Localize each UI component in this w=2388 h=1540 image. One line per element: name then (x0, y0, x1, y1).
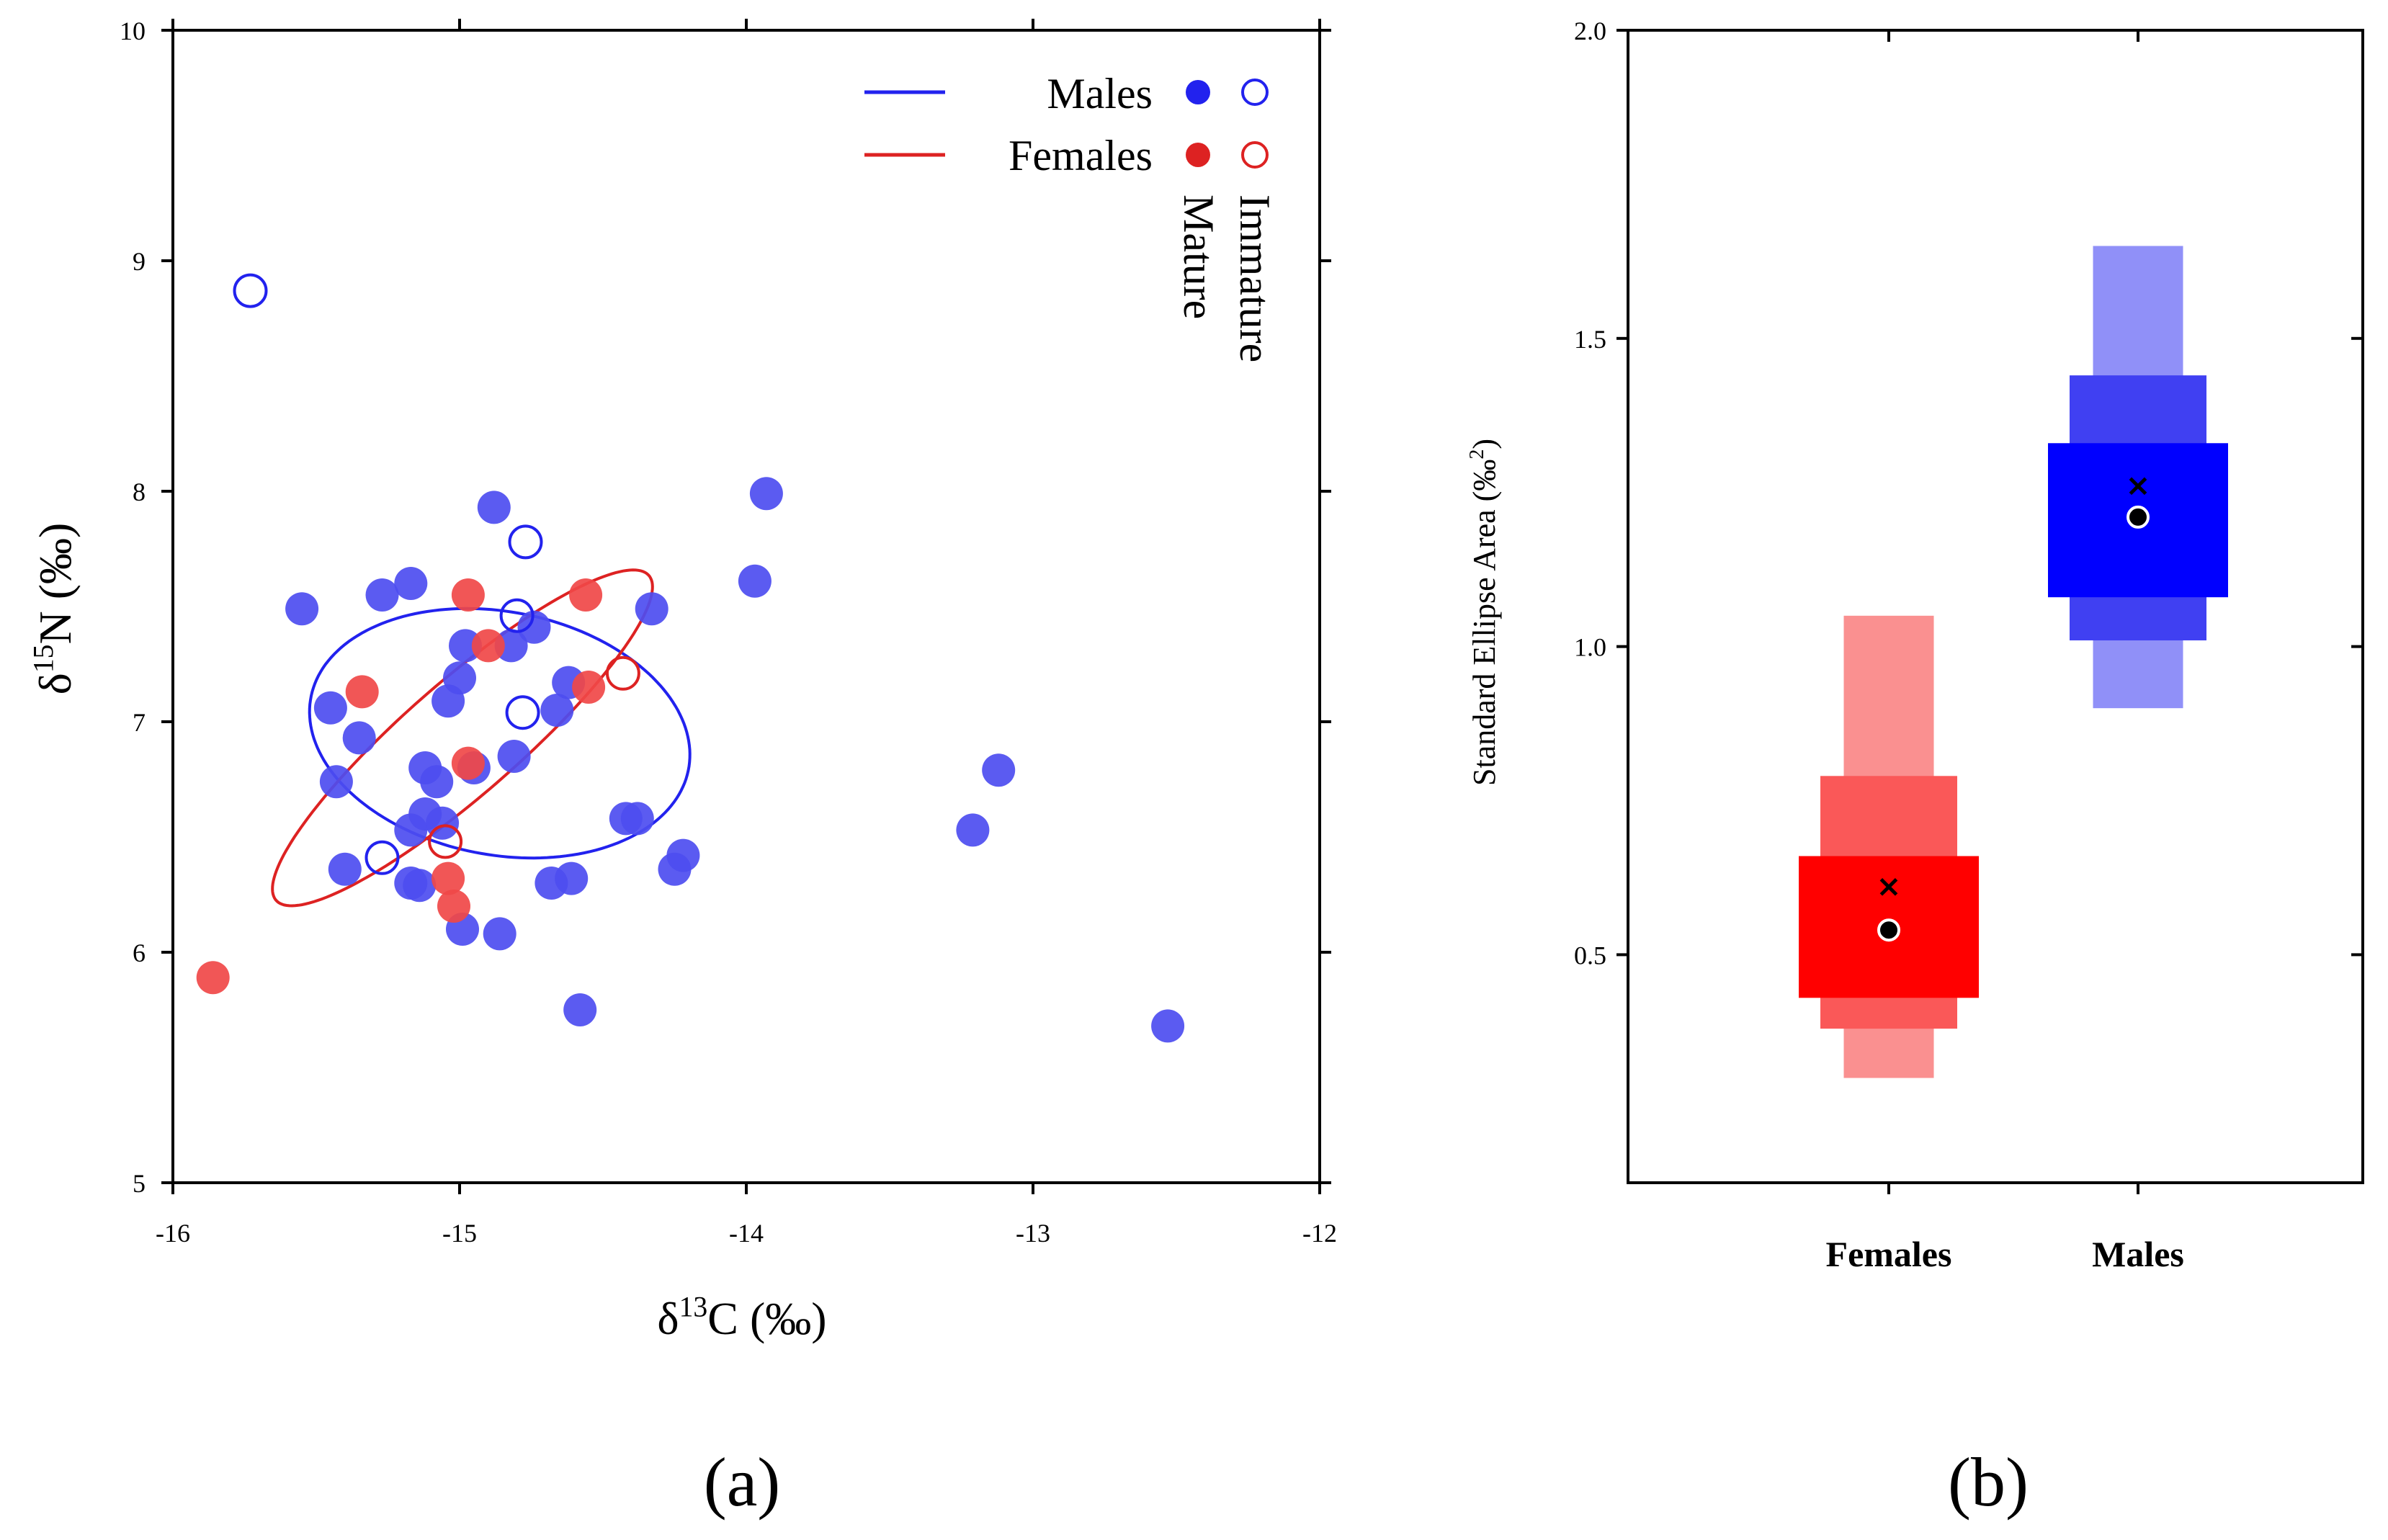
scatter-point (431, 861, 465, 895)
scatter-point (982, 753, 1016, 787)
scatter-point (605, 655, 640, 691)
scatter-point (572, 671, 606, 704)
scatter-point (620, 802, 654, 836)
scatter-point (738, 564, 772, 598)
y-tick-label: 0.5 (1574, 941, 1606, 970)
legend-immature-label: Immature (1231, 194, 1279, 362)
mode-marker (2127, 505, 2150, 529)
y-tick-label: 6 (133, 939, 146, 967)
box-layer: ×× (1799, 246, 2228, 1078)
scatter-x-axis-title: δ13C (‰) (657, 1291, 826, 1344)
x-tick-label: -15 (442, 1219, 477, 1248)
x-tick-label: -12 (1302, 1219, 1337, 1248)
legend-females-mature-marker (1186, 143, 1210, 167)
scatter-point (563, 993, 597, 1026)
scatter-point (517, 610, 551, 644)
scatter-point (285, 592, 319, 626)
scatter-point (540, 694, 574, 727)
scatter-point (494, 629, 528, 663)
y-tick-label: 1.5 (1574, 325, 1606, 354)
scatter-point (319, 765, 353, 799)
scatter-point (451, 578, 485, 612)
scatter-point (313, 691, 347, 725)
scatter-point (345, 675, 379, 709)
scatter-axes: -16 -15 -14 -13 -12 5 6 7 8 9 10 (120, 17, 1337, 1248)
y-tick-label: 9 (133, 247, 146, 276)
scatter-point (196, 961, 230, 995)
scatter-point (499, 598, 535, 633)
ellipse-layer (271, 568, 692, 908)
scatter-point (635, 592, 668, 626)
scatter-point (394, 813, 428, 847)
legend-males-mature-marker (1186, 80, 1210, 104)
y-tick-label: 5 (133, 1169, 146, 1198)
legend-mature-label: Mature (1175, 194, 1222, 319)
scatter-legend: Males Females Mature Immature (864, 70, 1279, 362)
y-tick-label: 8 (133, 478, 146, 506)
y-tick-label: 2.0 (1574, 17, 1606, 45)
category-label-females: Females (1826, 1234, 1952, 1274)
scatter-point (508, 524, 543, 560)
scatter-point (428, 824, 463, 859)
y-tick-label: 7 (133, 708, 146, 737)
x-tick-label: -13 (1016, 1219, 1050, 1248)
scatter-y-axis-title: δ15N (‰) (28, 523, 81, 695)
y-tick-label: 1.0 (1574, 633, 1606, 662)
scatter-point (569, 578, 603, 612)
mode-marker (1877, 918, 1900, 942)
scatter-point (328, 852, 362, 886)
scatter-point (658, 852, 692, 886)
scatter-point (342, 721, 376, 755)
legend-females-immature-marker (1241, 141, 1269, 169)
box-y-axis-title: Standard Ellipse Area (‰2) (1466, 439, 1502, 786)
scatter-panel: -16 -15 -14 -13 -12 5 6 7 8 9 10 Males Females Matur… (28, 17, 1337, 1521)
scatter-point (555, 861, 589, 895)
legend-males-immature-marker (1241, 79, 1269, 106)
scatter-point (365, 578, 399, 612)
scatter-point (505, 695, 540, 730)
category-label-males: Males (2092, 1234, 2184, 1274)
scatter-point (483, 917, 516, 951)
x-tick-label: -14 (729, 1219, 764, 1248)
legend-males-label: Males (1047, 70, 1153, 117)
point-layer (196, 273, 1185, 1043)
scatter-point (1151, 1009, 1185, 1043)
scatter-point (431, 684, 465, 718)
mean-marker: × (1876, 868, 1901, 903)
scatter-point (497, 740, 531, 773)
scatter-point (449, 629, 482, 663)
box-plot-frame (1627, 29, 2364, 1184)
y-tick-label: 10 (120, 17, 146, 45)
scatter-point (451, 746, 485, 780)
scatter-point (420, 765, 454, 799)
scatter-point (233, 273, 268, 308)
ellipse-females (271, 568, 654, 908)
legend-females-label: Females (1009, 132, 1153, 179)
mean-marker: × (2125, 467, 2150, 503)
scatter-point (403, 869, 437, 903)
scatter-point (956, 813, 990, 847)
panel-label-b: (b) (1948, 1443, 2029, 1521)
panel-label-a: (a) (704, 1443, 781, 1521)
x-tick-label: -16 (156, 1219, 190, 1248)
scatter-plot-frame (171, 29, 1321, 1184)
box-axes: 0.5 1.0 1.5 2.0 Females Males (1574, 17, 2364, 1274)
scatter-point (365, 840, 400, 875)
scatter-point (477, 491, 511, 524)
scatter-point (749, 477, 783, 511)
scatter-point (471, 629, 505, 663)
scatter-point (394, 567, 428, 600)
scatter-point (437, 890, 470, 923)
